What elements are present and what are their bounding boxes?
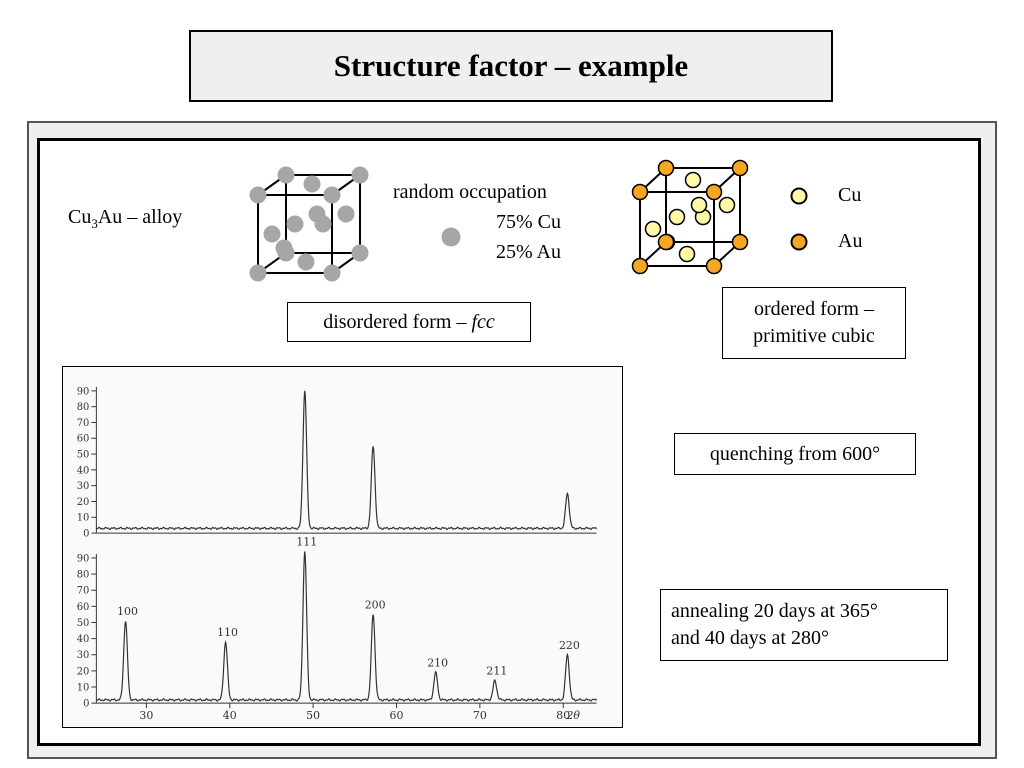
peak-label: 220 [559,639,580,652]
cu-atom [668,208,686,226]
atom [351,166,369,184]
au-atom [631,257,649,275]
peak-label: 100 [117,605,138,618]
y-tick-label: 20 [77,497,90,508]
peak-label: 200 [365,598,386,611]
y-tick-label: 70 [77,586,90,597]
y-tick-label: 70 [77,418,90,429]
x-tick-label: 40 [223,709,237,722]
anneal-label: annealing 20 days at 365° and 40 days at… [660,589,948,661]
y-tick-label: 20 [77,666,90,677]
atom [323,186,341,204]
x-tick-label: 60 [390,709,404,722]
au-atom [705,183,723,201]
cu-atom-icon [790,187,808,205]
peak-label: 111 [296,536,317,549]
peak-label: 210 [427,657,448,670]
atom [249,186,267,204]
atom [249,264,267,282]
xrd-panel-quenched: 0 10 20 30 40 50 60 70 80 90 [77,386,598,540]
peak-label: 110 [217,626,238,639]
disordered-form-label: disordered form – fcc [287,302,531,342]
x-axis-label: 2θ [565,709,580,722]
atom [277,166,295,184]
random-occupation-title: random occupation [393,181,547,203]
y-tick-label: 10 [77,513,90,524]
legend-au-label: Au [838,230,863,252]
y-tick-label: 0 [83,529,89,540]
cu-atom [644,220,662,238]
xrd-trace [96,551,598,702]
y-tick-label: 90 [77,386,90,397]
au-atom [631,183,649,201]
alloy-label: Cu3Au – alloy [68,206,183,231]
y-tick-label: 30 [77,650,90,661]
atom [323,264,341,282]
cu-atom [690,196,708,214]
quench-label: quenching from 600° [674,433,916,475]
xrd-trace [96,390,598,531]
gray-atom-icon [441,227,461,247]
atom [308,205,326,223]
y-tick-label: 60 [77,434,90,445]
atom [263,225,281,243]
atom [303,175,321,193]
ordered-primitive-cubic-cube [631,159,749,275]
slide-title: Structure factor – example [189,30,833,102]
peak-label: 211 [486,665,507,678]
composition-cu: 75% Cu [496,211,561,233]
y-tick-label: 50 [77,618,90,629]
y-tick-label: 60 [77,602,90,613]
y-tick-label: 80 [77,402,90,413]
x-tick-label: 50 [306,709,320,722]
cu-atom [684,171,702,189]
composition-au: 25% Au [496,241,561,263]
y-tick-label: 90 [77,553,90,564]
x-tick-label: 80 [556,709,570,722]
y-tick-label: 40 [77,634,90,645]
x-tick-label: 70 [473,709,487,722]
y-tick-label: 10 [77,682,90,693]
atom [337,205,355,223]
atom [275,239,293,257]
disordered-fcc-cube [249,166,369,282]
atom [351,244,369,262]
au-atom [657,233,675,251]
cu-atom [678,245,696,263]
au-atom [731,233,749,251]
y-tick-label: 30 [77,481,90,492]
x-tick-label: 30 [139,709,153,722]
y-tick-label: 80 [77,570,90,581]
xrd-pattern-chart: 0 10 20 30 40 50 60 70 80 90 0 10 20 30 40 50 60 70 80 90 30… [62,366,623,728]
cu-atom [718,196,736,214]
y-tick-label: 40 [77,465,90,476]
atom [297,253,315,271]
au-atom [705,257,723,275]
ordered-form-label: ordered form – primitive cubic [722,287,906,359]
legend-cu-label: Cu [838,184,862,206]
au-atom [657,159,675,177]
au-atom-icon [790,233,808,251]
atom [286,215,304,233]
y-tick-label: 0 [83,699,89,710]
au-atom [731,159,749,177]
y-tick-label: 50 [77,450,90,461]
